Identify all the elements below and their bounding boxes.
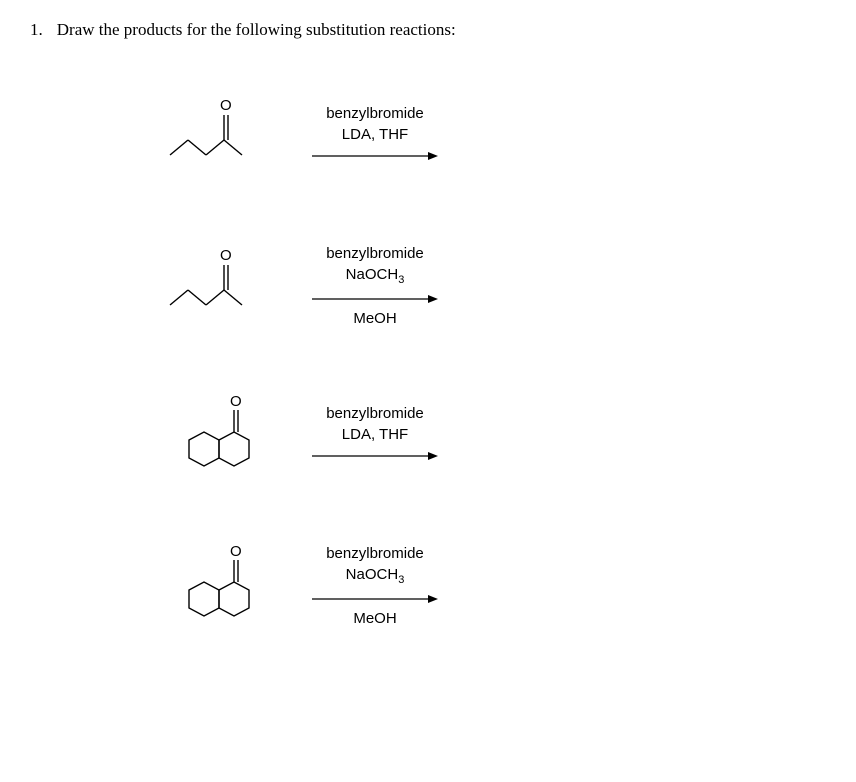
svg-text:O: O (230, 543, 242, 560)
reagent-bottom-2: MeOH (353, 310, 396, 327)
reaction-arrow-icon (310, 149, 440, 163)
arrow-block-3: benzylbromide LDA, THF (310, 403, 440, 467)
reagent-sub: 3 (398, 274, 404, 286)
reagent-line: LDA, THF (342, 426, 408, 443)
reaction-arrow-icon (310, 592, 440, 606)
svg-text:O: O (220, 97, 232, 114)
reagent-line: benzylbromide (326, 545, 424, 562)
reagent-sub: 3 (398, 574, 404, 586)
reaction-row-3: O benzylbromide LDA, THF (160, 390, 826, 480)
molecule-bicyclo-2: O (160, 540, 290, 630)
reagent-top-4: benzylbromide NaOCH3 (326, 543, 424, 588)
svg-text:O: O (220, 247, 232, 264)
reagent-line: benzylbromide (326, 405, 424, 422)
molecule-pentanone-2: O (160, 240, 290, 330)
reaction-row-1: O benzylbromide LDA, THF (160, 90, 826, 180)
question-text: Draw the products for the following subs… (57, 20, 456, 40)
reaction-arrow-icon (310, 292, 440, 306)
reaction-row-4: O benzylbromide NaOCH3 MeOH (160, 540, 826, 630)
reagent-top-3: benzylbromide LDA, THF (326, 403, 424, 445)
molecule-bicyclo-1: O (160, 390, 290, 480)
arrow-block-1: benzylbromide LDA, THF (310, 103, 440, 167)
reagent-line: benzylbromide (326, 245, 424, 262)
reagent-line: benzylbromide (326, 105, 424, 122)
arrow-block-4: benzylbromide NaOCH3 MeOH (310, 543, 440, 627)
svg-text:O: O (230, 393, 242, 410)
question-number: 1. (30, 20, 43, 40)
arrow-block-2: benzylbromide NaOCH3 MeOH (310, 243, 440, 327)
reagent-line: NaOCH (346, 266, 399, 283)
reagent-line: LDA, THF (342, 126, 408, 143)
question-prompt: 1. Draw the products for the following s… (30, 20, 826, 40)
reagent-top-1: benzylbromide LDA, THF (326, 103, 424, 145)
reaction-arrow-icon (310, 449, 440, 463)
reagent-line: NaOCH (346, 566, 399, 583)
molecule-pentanone-1: O (160, 90, 290, 180)
reagent-top-2: benzylbromide NaOCH3 (326, 243, 424, 288)
reagent-bottom-4: MeOH (353, 610, 396, 627)
reaction-row-2: O benzylbromide NaOCH3 MeOH (160, 240, 826, 330)
